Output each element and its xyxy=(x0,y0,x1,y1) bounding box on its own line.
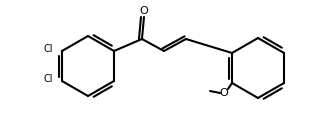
Text: Cl: Cl xyxy=(43,44,53,54)
Text: O: O xyxy=(220,88,228,98)
Text: O: O xyxy=(140,6,148,16)
Text: Cl: Cl xyxy=(43,74,53,84)
